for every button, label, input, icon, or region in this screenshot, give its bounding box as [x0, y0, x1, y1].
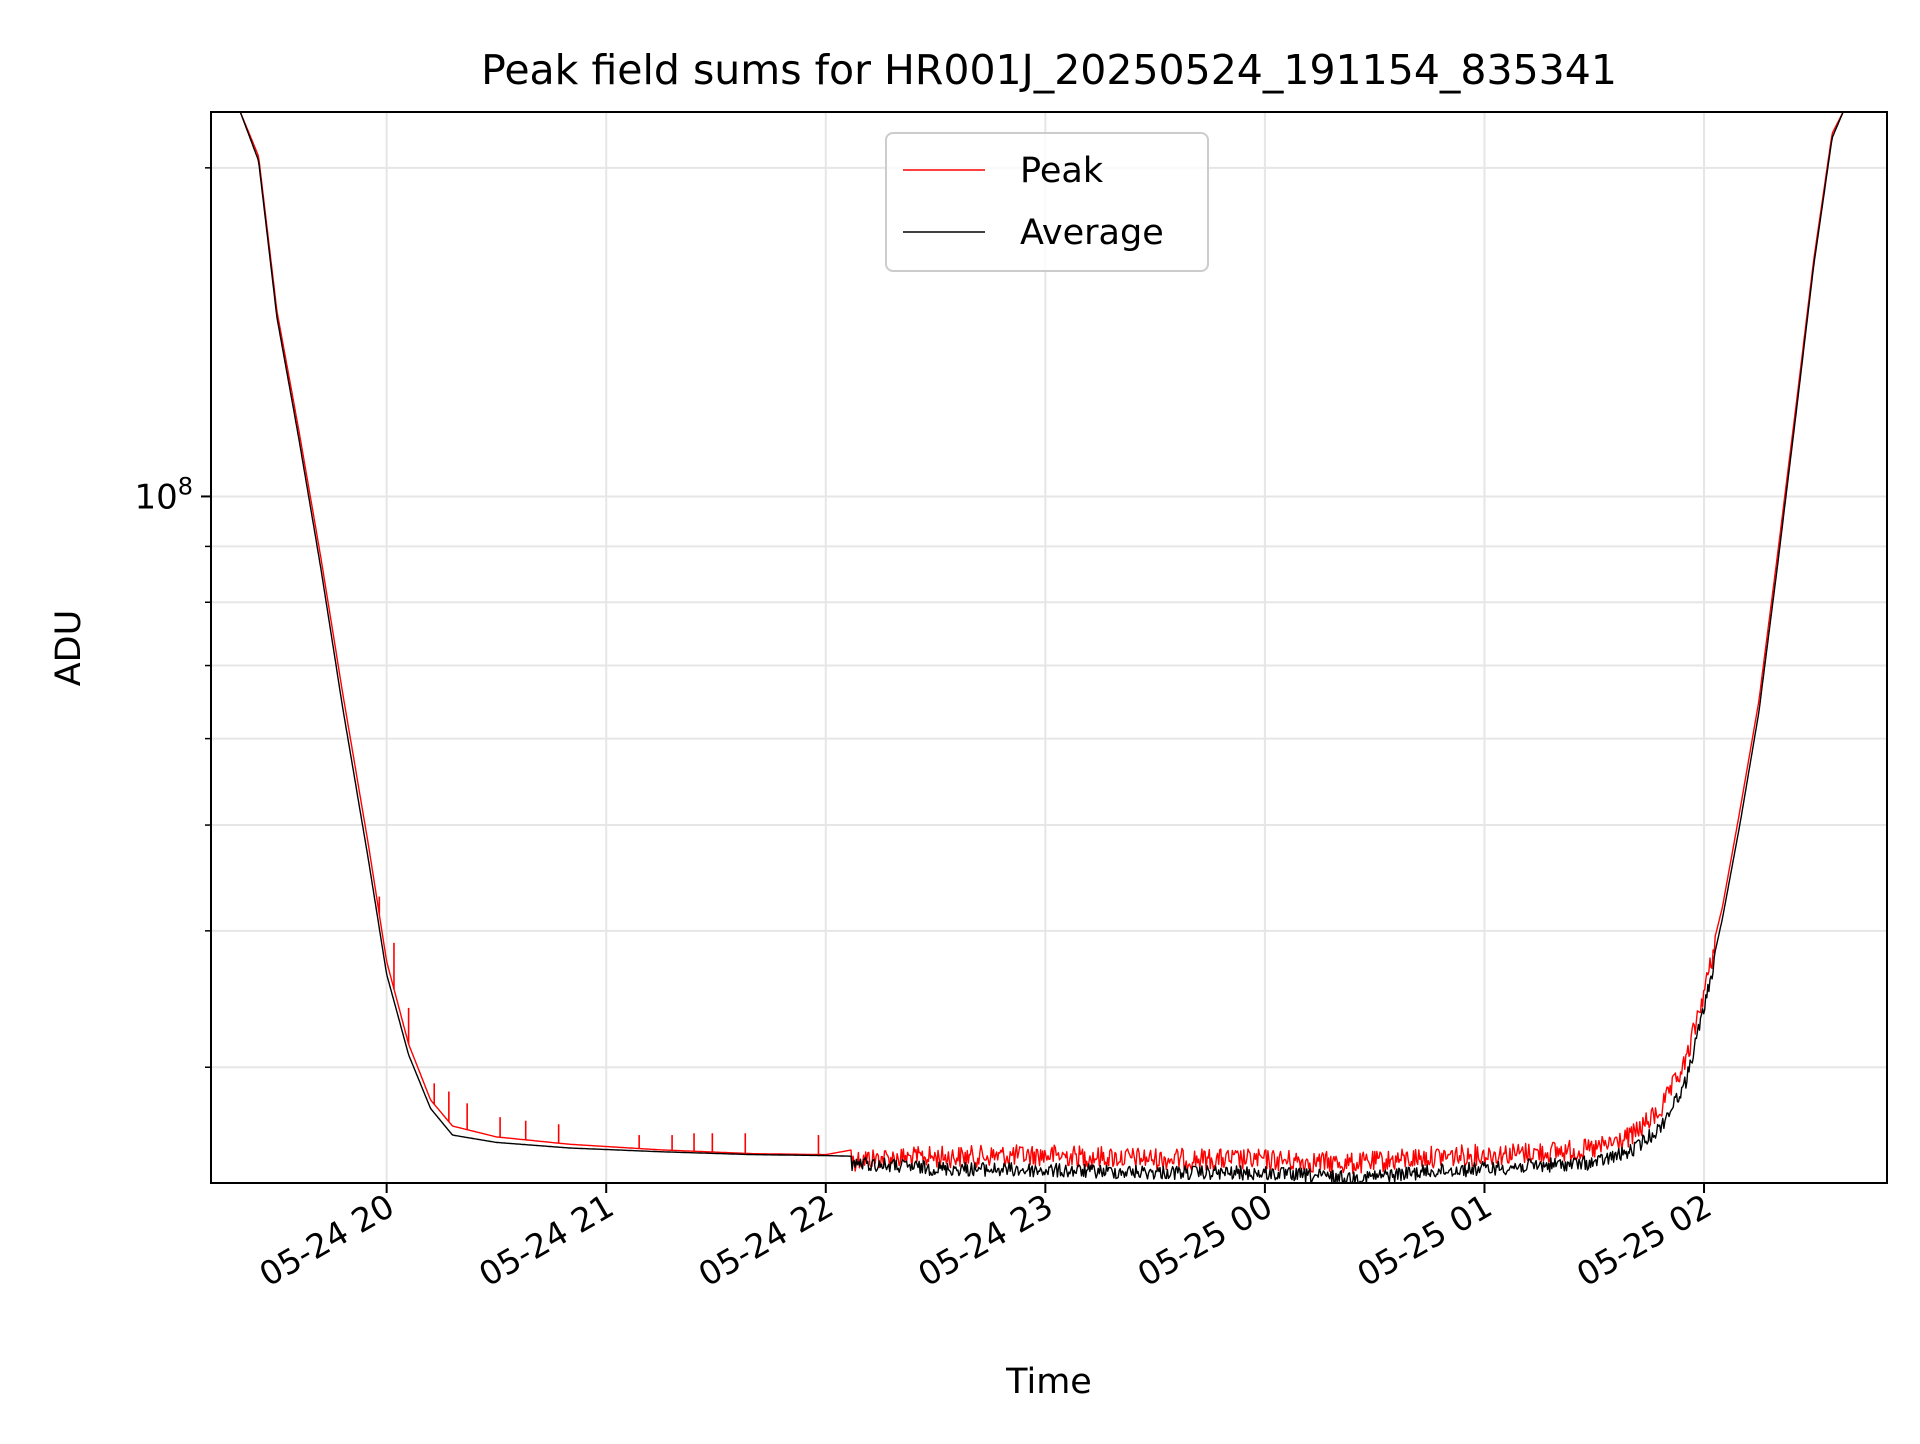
- y-axis-label: ADU: [49, 610, 89, 687]
- legend-label-average: Average: [1020, 213, 1164, 253]
- series-layer: [211, 111, 1887, 1184]
- chart-title: Peak field sums for HR001J_20250524_1911…: [481, 46, 1617, 94]
- plot-frame: [210, 111, 1888, 1184]
- legend-label-peak: Peak: [1020, 151, 1104, 191]
- x-axis-label: Time: [1005, 1362, 1092, 1402]
- series-line-average: [211, 111, 1887, 1184]
- y-tick-label: 108: [134, 472, 193, 517]
- legend: Peak Average: [885, 132, 1209, 272]
- legend-box: [885, 132, 1209, 272]
- grid: [211, 112, 1887, 1183]
- series-line-peak: [211, 111, 1887, 1175]
